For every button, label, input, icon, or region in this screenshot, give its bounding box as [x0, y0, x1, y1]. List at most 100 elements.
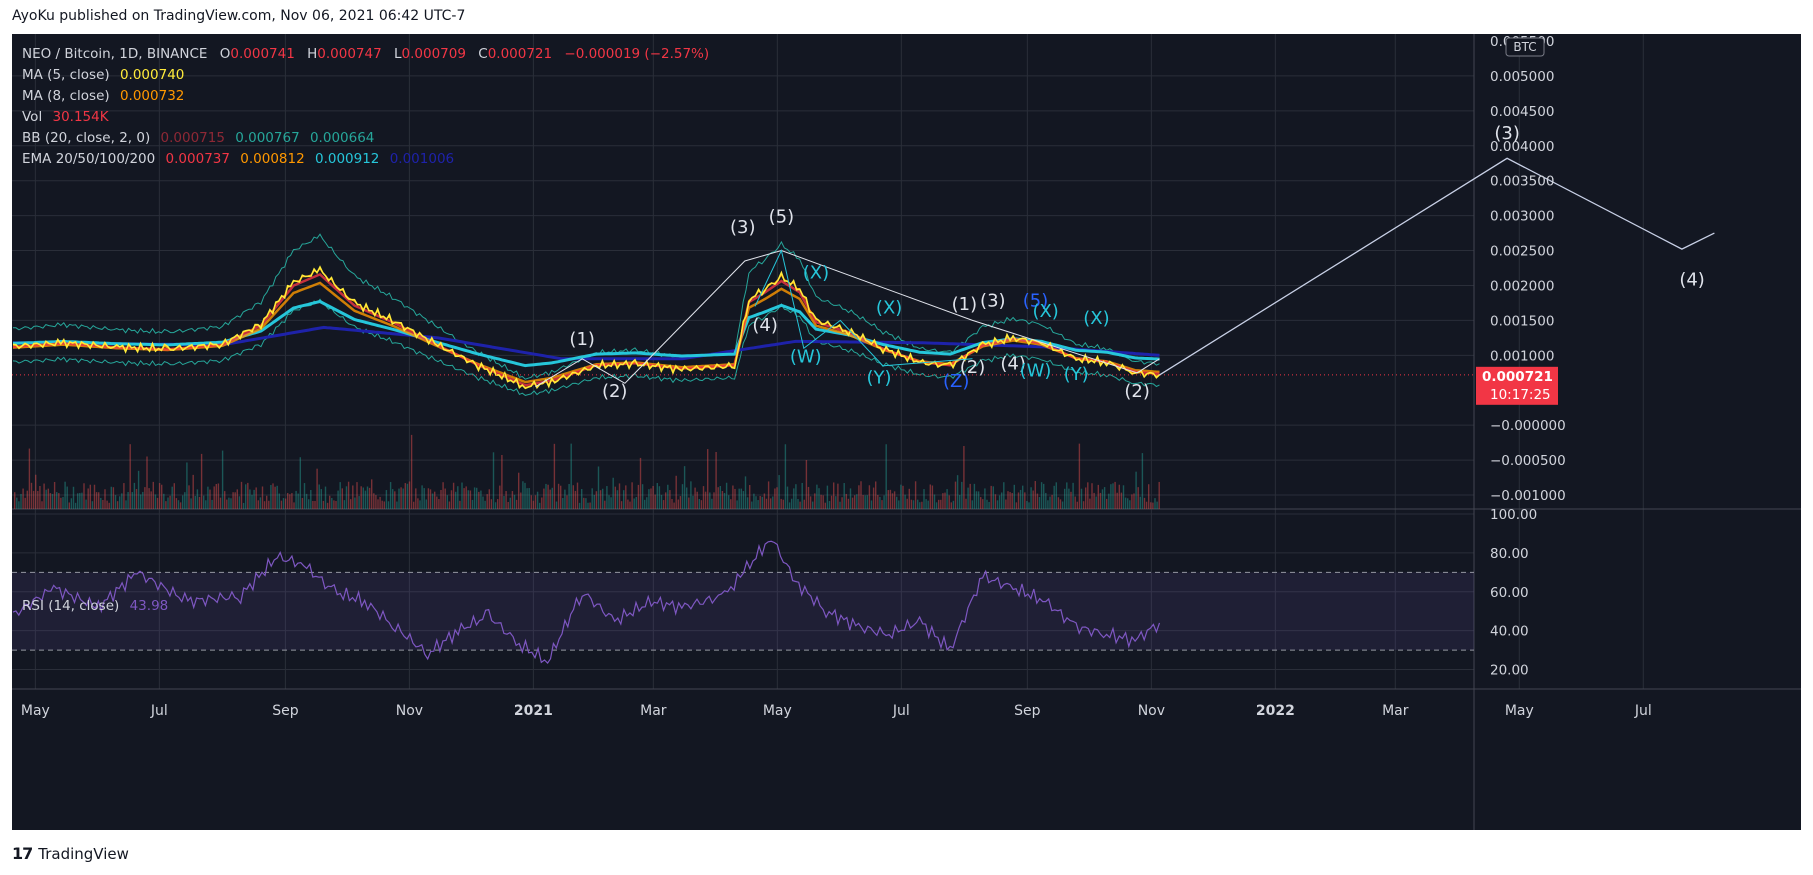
wave-label: (Y)	[1064, 364, 1089, 385]
volume-bar	[547, 484, 549, 509]
volume-bar	[967, 487, 969, 509]
volume-bar	[826, 485, 829, 509]
volume-bar	[448, 501, 451, 509]
x-tick-label: Mar	[640, 703, 667, 719]
legend-ema200: 0.001006	[389, 151, 455, 167]
volume-bar	[173, 483, 175, 509]
volume-bar	[996, 500, 999, 509]
legend-ema-row[interactable]: EMA 20/50/100/200 0.000737 0.000812 0.00…	[22, 149, 709, 170]
volume-bar	[908, 488, 910, 509]
volume-bar	[163, 493, 165, 509]
volume-bar	[68, 502, 70, 509]
volume-bar	[835, 496, 837, 509]
volume-bar	[501, 454, 503, 509]
volume-bar	[484, 500, 486, 509]
legend-ma5-row[interactable]: MA (5, close) 0.000740	[22, 65, 709, 86]
volume-bar	[356, 482, 358, 509]
x-tick-label: May	[21, 703, 50, 719]
volume-bar	[322, 500, 325, 509]
chart-frame[interactable]: (1) (2) (3) (5) (4) (X) (W) (X) (Y) (Z) (1) (3) (2)(…	[12, 34, 1801, 830]
volume-bar	[570, 443, 572, 509]
rsi-band	[12, 572, 1474, 651]
volume-bar	[879, 496, 881, 509]
rsi-y-tick-label: 60.00	[1490, 585, 1529, 601]
legend-bb-basis: 0.000715	[160, 130, 225, 146]
legend-symbol[interactable]: NEO / Bitcoin, 1D, BINANCE	[22, 46, 208, 62]
volume-bar	[658, 486, 661, 509]
volume-bar	[717, 487, 719, 509]
volume-bar	[232, 492, 234, 509]
volume-bar	[1057, 497, 1060, 509]
volume-bar	[627, 499, 629, 509]
volume-bar	[898, 500, 900, 509]
volume-bar	[266, 495, 268, 509]
volume-bar	[896, 496, 898, 509]
volume-bar	[194, 495, 196, 509]
volume-bar	[715, 451, 717, 509]
volume-bar	[906, 498, 908, 509]
volume-bar	[545, 483, 547, 509]
volume-bar	[303, 483, 306, 509]
volume-bar	[1106, 498, 1108, 509]
volume-bar	[921, 501, 923, 509]
volume-bar	[973, 483, 976, 509]
volume-bar	[1072, 482, 1074, 509]
volume-bar	[536, 491, 539, 509]
volume-bar	[341, 488, 343, 509]
legend-ma8-row[interactable]: MA (8, close) 0.000732	[22, 86, 709, 107]
volume-bar	[1040, 482, 1043, 509]
volume-bar	[106, 500, 108, 509]
legend-bb-row[interactable]: BB (20, close, 2, 0) 0.000715 0.000767 0…	[22, 128, 709, 149]
volume-bar	[602, 488, 604, 509]
volume-bar	[1066, 482, 1068, 509]
volume-bar	[749, 485, 751, 509]
volume-bar	[992, 486, 994, 509]
volume-bar	[782, 499, 784, 509]
volume-bar	[494, 502, 497, 509]
volume-bar	[26, 490, 28, 509]
volume-bar	[1133, 493, 1135, 509]
volume-bar	[1013, 484, 1015, 509]
volume-bar	[255, 487, 257, 509]
volume-bar	[1139, 496, 1141, 509]
volume-bar	[564, 489, 566, 509]
volume-bar	[215, 483, 217, 509]
volume-bar	[562, 498, 564, 509]
volume-bar	[587, 502, 589, 509]
volume-bar	[62, 497, 64, 509]
volume-bar	[568, 483, 570, 509]
volume-bar	[198, 496, 201, 509]
legend-ema-label: EMA 20/50/100/200	[22, 151, 156, 167]
volume-bar	[1030, 487, 1032, 509]
volume-bar	[1043, 483, 1045, 509]
volume-bar	[1089, 498, 1091, 509]
volume-bar	[1103, 487, 1106, 509]
volume-bar	[293, 502, 295, 509]
volume-bar	[803, 499, 805, 509]
volume-bar	[169, 495, 171, 509]
volume-bar	[287, 493, 289, 509]
legend-vol-row[interactable]: Vol 30.154K	[22, 107, 709, 128]
volume-bar	[482, 496, 484, 509]
volume-bar	[751, 501, 753, 509]
y-tick-label: 0.001500	[1490, 313, 1554, 329]
rsi-legend[interactable]: RSI (14, close) 43.98	[22, 598, 168, 614]
volume-bar	[142, 491, 144, 509]
volume-bar	[524, 482, 526, 509]
volume-bar	[1038, 497, 1041, 509]
legend-ema20: 0.000737	[165, 151, 230, 167]
volume-bar	[814, 493, 816, 509]
volume-bar	[780, 498, 782, 509]
volume-bar	[228, 497, 230, 509]
volume-bar	[457, 486, 459, 509]
volume-bar	[1152, 502, 1154, 509]
volume-bar	[566, 495, 568, 509]
volume-bar	[698, 498, 700, 509]
volume-bar	[396, 501, 398, 509]
volume-bar	[518, 472, 520, 509]
chart-svg[interactable]: (1)(2)(3) (5)(4)(X)(W)(X)(Y) (Z)(1) (3)(2)(…	[12, 34, 1801, 830]
volume-bar	[83, 483, 85, 509]
wave-line-main	[535, 249, 1160, 388]
volume-bar	[415, 488, 417, 509]
volume-bar	[812, 501, 814, 509]
